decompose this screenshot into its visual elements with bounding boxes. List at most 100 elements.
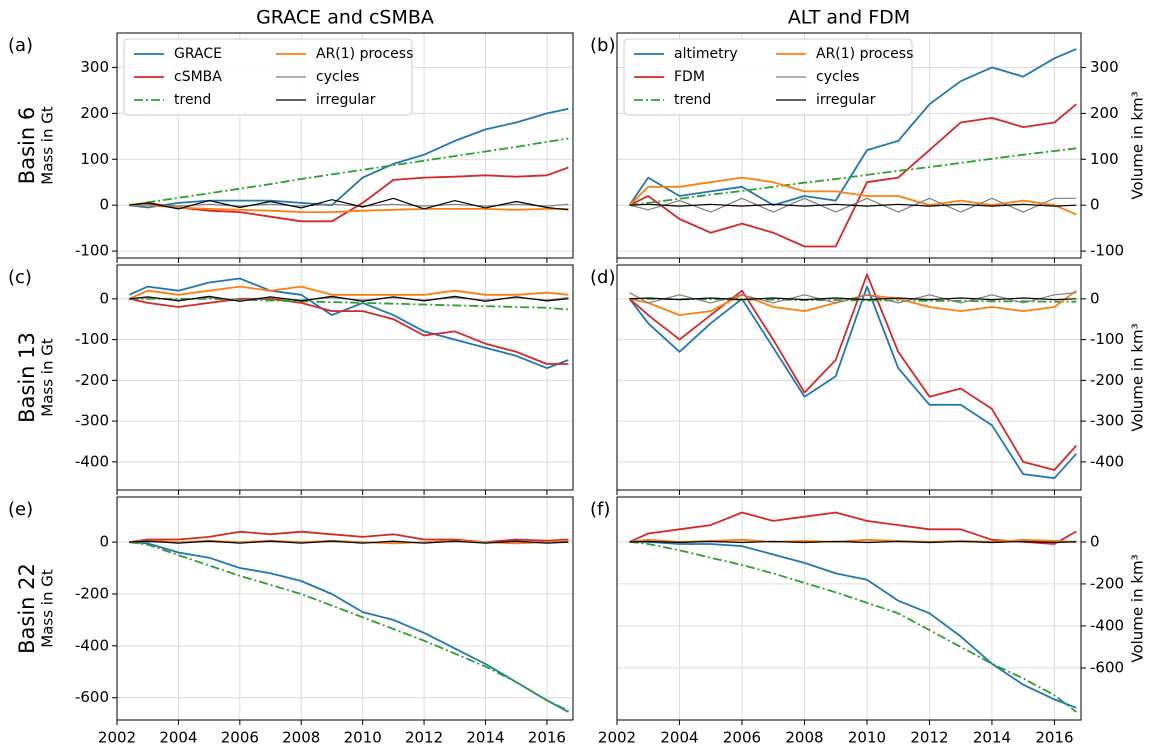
y-axis-label: Mass in Gt xyxy=(39,106,57,185)
panel-label: (e) xyxy=(8,499,33,520)
y-axis-label: Mass in Gt xyxy=(39,338,57,417)
series-line xyxy=(128,285,569,300)
y-tick-label: 0 xyxy=(99,289,109,307)
panel: -400 -300 -200 -100 0 (c) Basin 13 Mass in Gt xyxy=(8,264,574,495)
y-tick-label: 0 xyxy=(99,196,109,214)
series-line xyxy=(128,277,569,369)
panel-title: ALT and FDM xyxy=(788,7,910,29)
lines xyxy=(129,530,569,713)
legend-label: irregular xyxy=(316,92,376,108)
legend-box xyxy=(623,38,913,116)
panel-label: (c) xyxy=(8,267,32,288)
series-line xyxy=(629,297,1077,303)
x-tick-label: 2010 xyxy=(848,729,886,747)
row-label: Basin 13 xyxy=(15,332,39,423)
y-tick-label: -300 xyxy=(75,412,109,430)
series-line xyxy=(629,203,1077,207)
series-line xyxy=(129,295,569,302)
legend-label: cycles xyxy=(316,69,359,85)
legend-label: altimetry xyxy=(674,46,738,62)
legend-label: cycles xyxy=(816,69,859,85)
series-line xyxy=(129,166,569,223)
y-tick-label: 200 xyxy=(1090,104,1119,122)
y-axis-label: Volume in km³ xyxy=(1129,323,1147,431)
series-line xyxy=(129,297,569,365)
series-line xyxy=(129,540,569,544)
series-line xyxy=(129,204,569,213)
legend-label: FDM xyxy=(674,69,705,85)
plot-frame xyxy=(116,496,574,721)
y-tick-label: 300 xyxy=(1090,58,1119,76)
x-tick-label: 2014 xyxy=(466,729,504,747)
plot-frame xyxy=(616,264,1082,491)
y-axis-label: Volume in km³ xyxy=(1129,91,1147,199)
panel-label: (f) xyxy=(590,499,610,520)
y-tick-label: -200 xyxy=(75,371,109,389)
y-tick-label: 0 xyxy=(1090,532,1100,550)
row-label: Basin 6 xyxy=(15,107,39,184)
x-tick-label: 2004 xyxy=(159,729,197,747)
plot-frame xyxy=(616,496,1082,721)
series-line xyxy=(129,541,569,712)
panel-label: (b) xyxy=(590,35,615,56)
series-line xyxy=(129,530,569,543)
panel: -100 0 100 200 300 ALT and FDM (b) Volume in km… xyxy=(590,7,1147,263)
x-tick-label: 2008 xyxy=(282,729,320,747)
series-line xyxy=(629,541,1077,713)
y-axis-label: Mass in Gt xyxy=(39,569,57,648)
legend-box xyxy=(123,38,413,116)
x-tick-label: 2008 xyxy=(785,729,823,747)
panel: 2002 2004 2006 2008 2010 2012 2014 2016 -600 -400… xyxy=(8,496,574,747)
y-tick-label: -100 xyxy=(75,242,109,260)
series-line xyxy=(628,48,1077,207)
y-tick-label: -400 xyxy=(1090,452,1124,470)
panel-title: GRACE and cSMBA xyxy=(256,7,434,29)
y-tick-label: -100 xyxy=(1090,330,1124,348)
series-line xyxy=(629,103,1077,248)
lines xyxy=(629,511,1077,713)
legend-label: AR(1) process xyxy=(316,46,413,62)
panel: 2002 2004 2006 2008 2010 2012 2014 2016 -600 -400… xyxy=(590,496,1147,747)
panel: -400 -300 -200 -100 0 (d) Volume in km³ xyxy=(590,264,1147,495)
series-line xyxy=(629,541,1077,709)
series-line xyxy=(629,147,1077,207)
x-tick-label: 2010 xyxy=(344,729,382,747)
x-tick-label: 2012 xyxy=(405,729,443,747)
y-tick-label: 100 xyxy=(1090,150,1119,168)
series-line xyxy=(129,197,569,211)
plot-frame xyxy=(116,32,574,259)
series-line xyxy=(129,541,569,713)
y-tick-label: -200 xyxy=(1090,574,1124,592)
legend-label: GRACE xyxy=(174,46,222,62)
series-line xyxy=(628,285,1077,480)
y-tick-label: -200 xyxy=(75,584,109,602)
lines xyxy=(628,48,1077,248)
legend-label: irregular xyxy=(816,92,876,108)
y-tick-label: -400 xyxy=(1090,616,1124,634)
x-tick-label: 2016 xyxy=(528,729,566,747)
x-tick-label: 2012 xyxy=(910,729,948,747)
y-tick-label: 300 xyxy=(80,58,109,76)
x-tick-label: 2006 xyxy=(221,729,259,747)
plot-frame xyxy=(116,264,574,491)
legend-label: trend xyxy=(174,92,211,108)
y-tick-label: -600 xyxy=(1090,658,1124,676)
x-tick-label: 2002 xyxy=(598,729,636,747)
y-tick-label: -200 xyxy=(1090,371,1124,389)
series-line xyxy=(129,107,569,209)
lines xyxy=(129,107,569,223)
panel-label: (d) xyxy=(590,267,615,288)
y-tick-label: -600 xyxy=(75,688,109,706)
y-tick-label: 0 xyxy=(99,533,109,551)
y-tick-label: -400 xyxy=(75,636,109,654)
series-line xyxy=(629,297,1077,301)
y-tick-label: -400 xyxy=(75,452,109,470)
x-tick-label: 2006 xyxy=(723,729,761,747)
series-line xyxy=(629,540,1077,543)
y-tick-label: 100 xyxy=(80,150,109,168)
y-tick-label: -300 xyxy=(1090,412,1124,430)
panel-label: (a) xyxy=(8,35,33,56)
x-tick-label: 2016 xyxy=(1035,729,1073,747)
